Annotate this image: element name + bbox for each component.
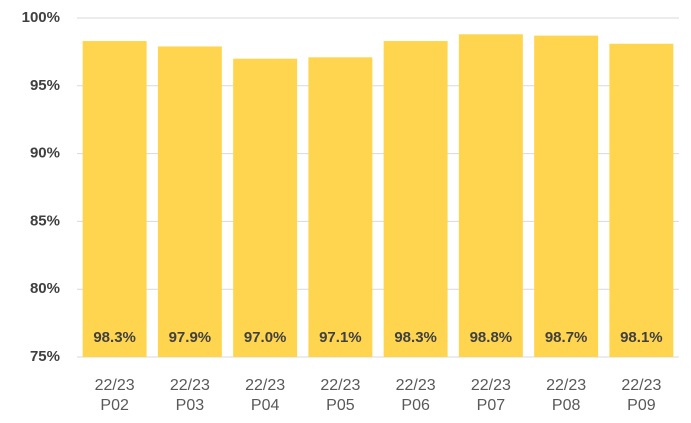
bar: [458, 34, 523, 357]
x-tick-label: P09: [627, 397, 656, 414]
x-tick-label: 22/23: [396, 377, 436, 394]
x-tick-label: 22/23: [320, 377, 360, 394]
bar: [308, 57, 373, 357]
bar: [534, 35, 599, 358]
x-tick-label: 22/23: [95, 377, 135, 394]
bar: [609, 43, 674, 357]
bar: [82, 41, 147, 357]
value-label: 98.8%: [470, 329, 513, 346]
y-tick-label: 75%: [30, 348, 60, 365]
x-tick-label: P07: [477, 397, 506, 414]
value-label: 98.7%: [545, 329, 588, 346]
y-tick-label: 95%: [30, 77, 60, 94]
x-tick-label: 22/23: [621, 377, 661, 394]
value-label: 97.9%: [169, 329, 212, 346]
y-tick-label: 80%: [30, 280, 60, 297]
x-tick-label: P06: [401, 397, 430, 414]
y-tick-label: 100%: [22, 9, 60, 26]
value-label: 97.0%: [244, 329, 287, 346]
value-label: 98.1%: [620, 329, 663, 346]
bar: [157, 46, 222, 357]
value-label: 97.1%: [319, 329, 362, 346]
y-tick-label: 85%: [30, 212, 60, 229]
value-label: 98.3%: [394, 329, 437, 346]
x-tick-label: 22/23: [471, 377, 511, 394]
x-tick-label: P05: [326, 397, 355, 414]
x-tick-label: 22/23: [546, 377, 586, 394]
x-tick-label: 22/23: [170, 377, 210, 394]
x-tick-label: P08: [552, 397, 581, 414]
y-tick-label: 90%: [30, 145, 60, 162]
x-tick-label: P03: [176, 397, 205, 414]
bar: [233, 58, 298, 358]
value-label: 98.3%: [93, 329, 136, 346]
x-tick-label: P04: [251, 397, 280, 414]
bar: [383, 41, 448, 357]
x-tick-label: 22/23: [245, 377, 285, 394]
x-tick-label: P02: [100, 397, 129, 414]
